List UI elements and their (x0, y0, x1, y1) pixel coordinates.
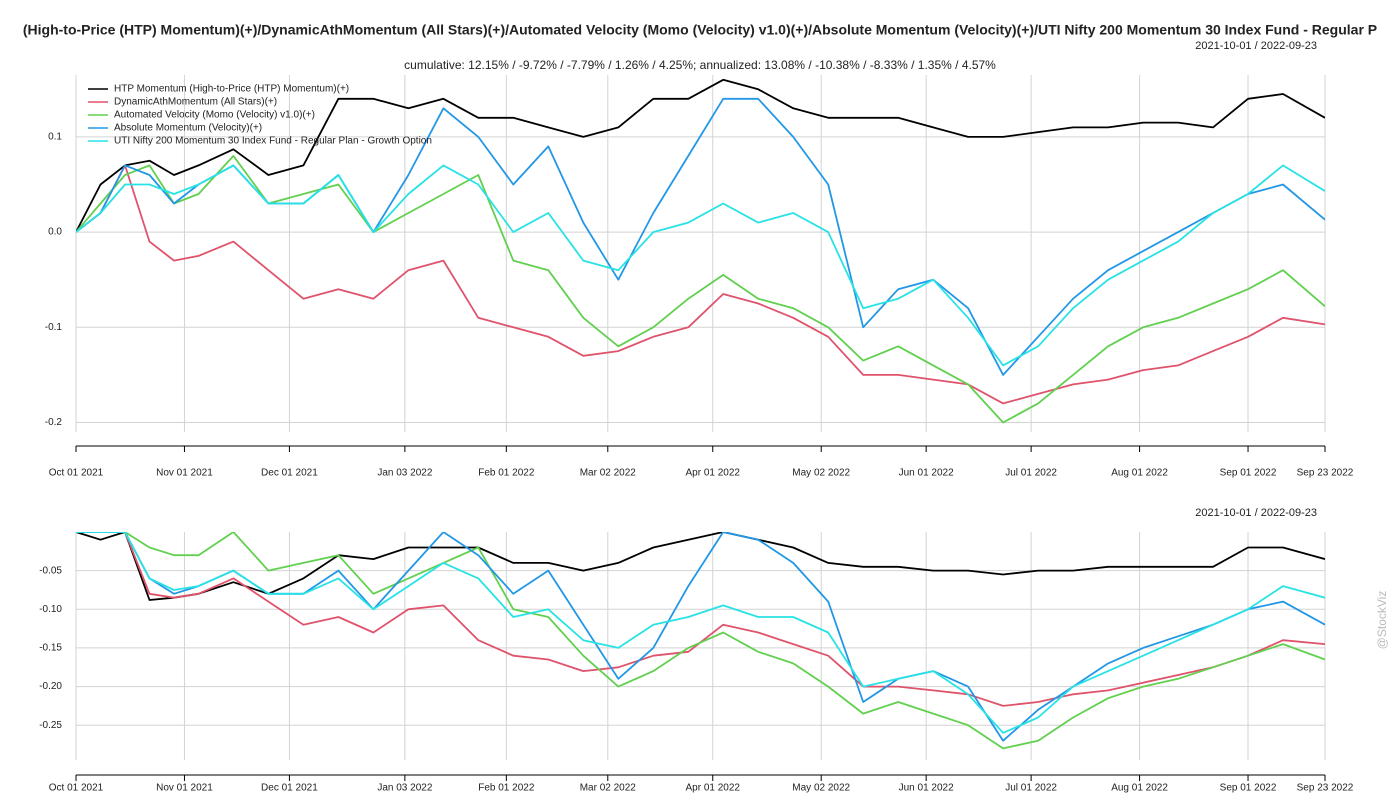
x-tick-label: Jun 01 2022 (899, 783, 954, 794)
x-tick-label: Aug 01 2022 (1111, 468, 1168, 479)
x-tick-label: Dec 01 2021 (261, 468, 318, 479)
y-tick-label: -0.1 (45, 322, 63, 333)
x-tick-label: Mar 02 2022 (580, 468, 637, 479)
y-tick-label: -0.15 (39, 643, 62, 654)
x-tick-label: Jul 01 2022 (1005, 468, 1057, 479)
x-tick-label: Apr 01 2022 (685, 468, 740, 479)
series-line (76, 164, 1325, 405)
x-tick-label: Sep 23 2022 (1297, 468, 1354, 479)
x-tick-label: Sep 01 2022 (1220, 783, 1277, 794)
y-tick-label: -0.20 (39, 681, 62, 692)
x-tick-label: Nov 01 2021 (156, 783, 213, 794)
y-tick-label: 0.0 (48, 227, 62, 238)
series-line (76, 164, 1325, 367)
x-tick-label: Feb 01 2022 (478, 468, 535, 479)
series-line (76, 532, 1325, 742)
series-line (76, 155, 1325, 424)
x-tick-label: Jul 01 2022 (1005, 783, 1057, 794)
date-range: 2021-10-01 / 2022-09-23 (1195, 40, 1317, 52)
x-tick-label: Jun 01 2022 (899, 468, 954, 479)
x-tick-label: Oct 01 2021 (49, 783, 104, 794)
y-tick-label: -0.10 (39, 604, 62, 615)
x-tick-label: Dec 01 2021 (261, 783, 318, 794)
watermark: @StockViz (1375, 591, 1389, 650)
y-tick-label: 0.1 (48, 132, 62, 143)
x-tick-label: Sep 01 2022 (1220, 468, 1277, 479)
series-line (76, 78, 1325, 233)
legend-label: DynamicAthMomentum (All Stars)(+) (114, 97, 277, 108)
x-tick-label: Feb 01 2022 (478, 783, 535, 794)
legend-label: UTI Nifty 200 Momentum 30 Index Fund - R… (114, 136, 432, 147)
x-tick-label: Oct 01 2021 (49, 468, 104, 479)
series-line (76, 532, 1325, 601)
x-tick-label: May 02 2022 (792, 783, 850, 794)
plot-area (76, 532, 1325, 750)
y-tick-label: -0.25 (39, 720, 62, 731)
series-line (76, 532, 1325, 734)
plot-area (76, 78, 1325, 424)
y-tick-label: -0.05 (39, 565, 62, 576)
legend-label: Automated Velocity (Momo (Velocity) v1.0… (114, 110, 315, 121)
x-tick-label: Jan 03 2022 (377, 468, 432, 479)
x-tick-label: Jan 03 2022 (377, 783, 432, 794)
series-line (76, 532, 1325, 750)
x-tick-label: May 02 2022 (792, 468, 850, 479)
series-line (76, 532, 1325, 707)
y-tick-label: -0.2 (45, 417, 63, 428)
chart-title: (High-to-Price (HTP) Momentum)(+)/Dynami… (23, 22, 1377, 38)
stats-annotation: cumulative: 12.15% / -9.72% / -7.79% / 1… (404, 58, 996, 72)
x-tick-label: Mar 02 2022 (580, 783, 637, 794)
x-tick-label: Nov 01 2021 (156, 468, 213, 479)
x-tick-label: Apr 01 2022 (685, 783, 740, 794)
date-range: 2021-10-01 / 2022-09-23 (1195, 507, 1317, 519)
x-tick-label: Aug 01 2022 (1111, 783, 1168, 794)
legend-label: Absolute Momentum (Velocity)(+) (114, 123, 262, 134)
legend-label: HTP Momentum (High-to-Price (HTP) Moment… (114, 84, 349, 95)
x-tick-label: Sep 23 2022 (1297, 783, 1354, 794)
